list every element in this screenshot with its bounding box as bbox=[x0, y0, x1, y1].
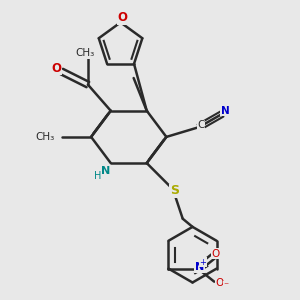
Text: O: O bbox=[212, 249, 220, 259]
Text: S: S bbox=[170, 184, 179, 197]
Text: CH₃: CH₃ bbox=[75, 49, 94, 58]
Text: N: N bbox=[101, 166, 110, 176]
Text: O: O bbox=[52, 62, 62, 75]
Text: ⁻: ⁻ bbox=[223, 282, 228, 292]
Text: N: N bbox=[221, 106, 230, 116]
Text: N: N bbox=[195, 262, 204, 272]
Text: H: H bbox=[94, 171, 101, 181]
Text: O: O bbox=[117, 11, 127, 24]
Text: C: C bbox=[197, 121, 204, 130]
Text: CH₃: CH₃ bbox=[36, 132, 55, 142]
Text: +: + bbox=[200, 258, 206, 267]
Text: O: O bbox=[215, 278, 223, 288]
